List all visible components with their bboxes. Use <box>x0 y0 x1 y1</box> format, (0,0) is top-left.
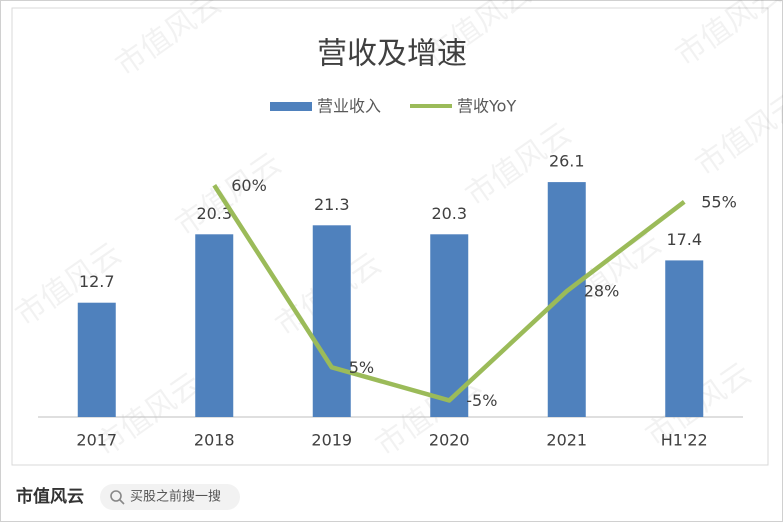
x-tick-label: 2017 <box>76 431 117 450</box>
legend-label: 营业收入 <box>317 97 381 116</box>
data-label: 20.3 <box>196 204 232 223</box>
data-label: 20.3 <box>431 204 467 223</box>
data-label: 21.3 <box>314 195 350 214</box>
data-label: 17.4 <box>666 230 702 249</box>
bar <box>195 234 234 417</box>
data-label: -5% <box>466 391 497 410</box>
legend-swatch <box>270 102 312 111</box>
data-label: 28% <box>584 282 620 301</box>
bar <box>77 302 116 417</box>
search-icon-handle <box>119 499 125 505</box>
bar <box>665 260 704 417</box>
data-label: 5% <box>349 358 374 377</box>
search-box[interactable] <box>100 484 240 510</box>
x-tick-label: 2018 <box>194 431 235 450</box>
chart-title: 营收及增速 <box>317 37 467 72</box>
data-label: 60% <box>231 176 267 195</box>
search-text: 买股之前搜一搜 <box>130 489 221 505</box>
x-tick-label: 2019 <box>311 431 352 450</box>
data-label: 12.7 <box>79 272 115 291</box>
x-tick-label: H1'22 <box>661 431 708 450</box>
line <box>212 184 686 403</box>
bar <box>547 182 586 417</box>
search-icon <box>110 490 122 502</box>
data-label: 55% <box>701 192 737 211</box>
x-tick-label: 2021 <box>546 431 587 450</box>
legend-label: 营收YoY <box>457 97 516 116</box>
bar <box>312 225 351 417</box>
data-label: 26.1 <box>549 152 585 171</box>
footer-brand: 市值风云 <box>16 486 84 507</box>
x-tick-label: 2020 <box>429 431 470 450</box>
